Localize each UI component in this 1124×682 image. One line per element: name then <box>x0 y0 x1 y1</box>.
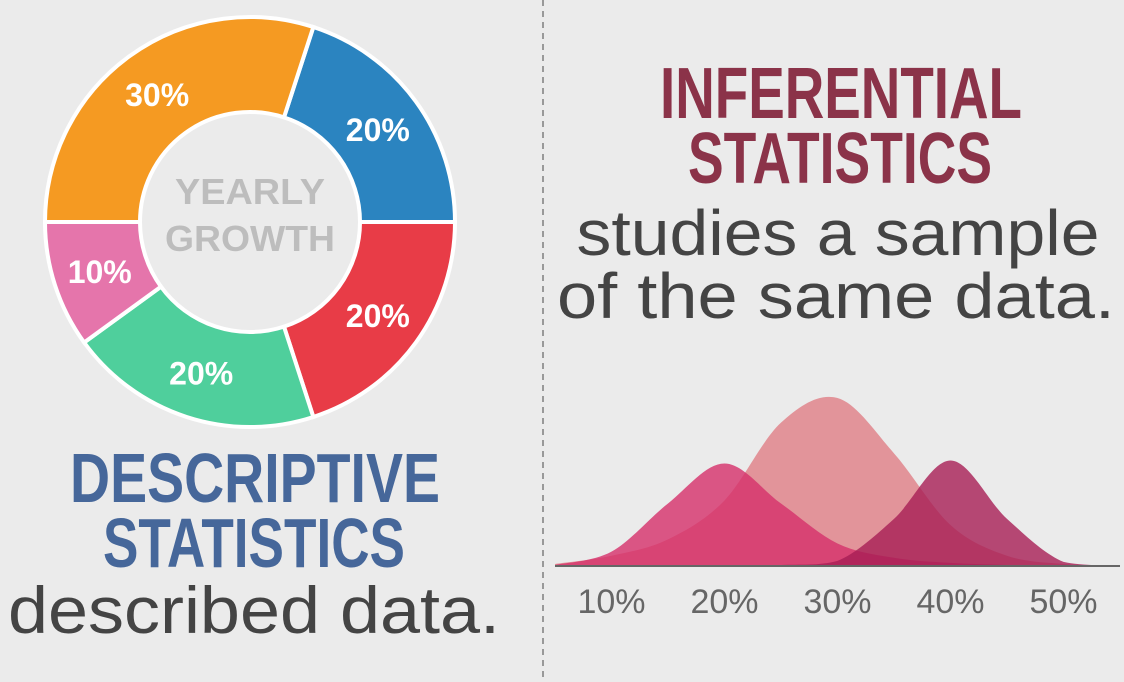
donut-segment <box>281 220 458 420</box>
data-label: 10% <box>68 254 132 290</box>
data-label: 30% <box>125 77 189 113</box>
center-label: YEARLY <box>175 171 325 212</box>
section-caption: studies a sample <box>577 197 1100 269</box>
x-tick-label: 30% <box>803 583 871 621</box>
section-title: STATISTICS <box>688 119 992 199</box>
donut-segment <box>42 15 316 224</box>
data-label: 20% <box>169 355 233 391</box>
donut-segment <box>281 24 458 224</box>
distribution-chart: 10% 20% 30% 40% 50% <box>555 396 1120 621</box>
section-caption: of the same data. <box>557 260 1115 332</box>
center-label: GROWTH <box>165 218 335 259</box>
distribution-area <box>555 396 1120 566</box>
section-title: STATISTICS <box>103 504 405 582</box>
data-label: 20% <box>346 112 410 148</box>
distribution-area <box>555 463 1120 566</box>
section-caption: described data. <box>8 573 500 647</box>
donut-segment <box>81 283 316 429</box>
x-tick-label: 50% <box>1029 583 1097 621</box>
x-tick-label: 10% <box>577 583 645 621</box>
x-tick-label: 40% <box>916 583 984 621</box>
distribution-area <box>555 460 1120 566</box>
section-title: DESCRIPTIVE <box>70 439 440 517</box>
section-title: INFERENTIAL <box>660 54 1022 134</box>
x-tick-label: 20% <box>690 583 758 621</box>
donut-chart: 20% 20% 20% 10% 30% <box>42 15 458 429</box>
data-label: 20% <box>346 298 410 334</box>
